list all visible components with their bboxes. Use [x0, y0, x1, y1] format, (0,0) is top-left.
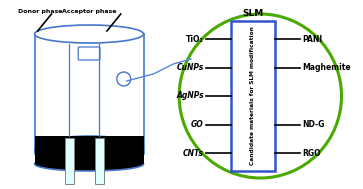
FancyBboxPatch shape: [78, 47, 100, 60]
Text: AgNPs: AgNPs: [176, 91, 204, 101]
Polygon shape: [34, 34, 143, 154]
Bar: [34, 136, 143, 164]
Text: CuNPs: CuNPs: [177, 63, 204, 72]
Ellipse shape: [34, 157, 143, 171]
Text: ND-G: ND-G: [302, 120, 324, 129]
Text: RGO: RGO: [302, 149, 321, 157]
Bar: [231, 21, 275, 171]
Circle shape: [117, 72, 131, 86]
Ellipse shape: [34, 25, 143, 43]
Text: Candidate materials for SLM modification: Candidate materials for SLM modification: [250, 27, 256, 165]
Text: GO: GO: [191, 120, 204, 129]
Text: PANI: PANI: [302, 35, 322, 43]
Text: Acceptor phase: Acceptor phase: [62, 9, 116, 14]
Text: Maghemite: Maghemite: [302, 63, 351, 72]
Bar: [65, 138, 74, 184]
Text: SLM: SLM: [242, 9, 264, 18]
Text: Donor phase: Donor phase: [18, 9, 62, 14]
Text: CNTs: CNTs: [183, 149, 204, 157]
Ellipse shape: [34, 136, 143, 164]
Text: TiO₂: TiO₂: [186, 35, 204, 43]
Bar: [95, 138, 104, 184]
